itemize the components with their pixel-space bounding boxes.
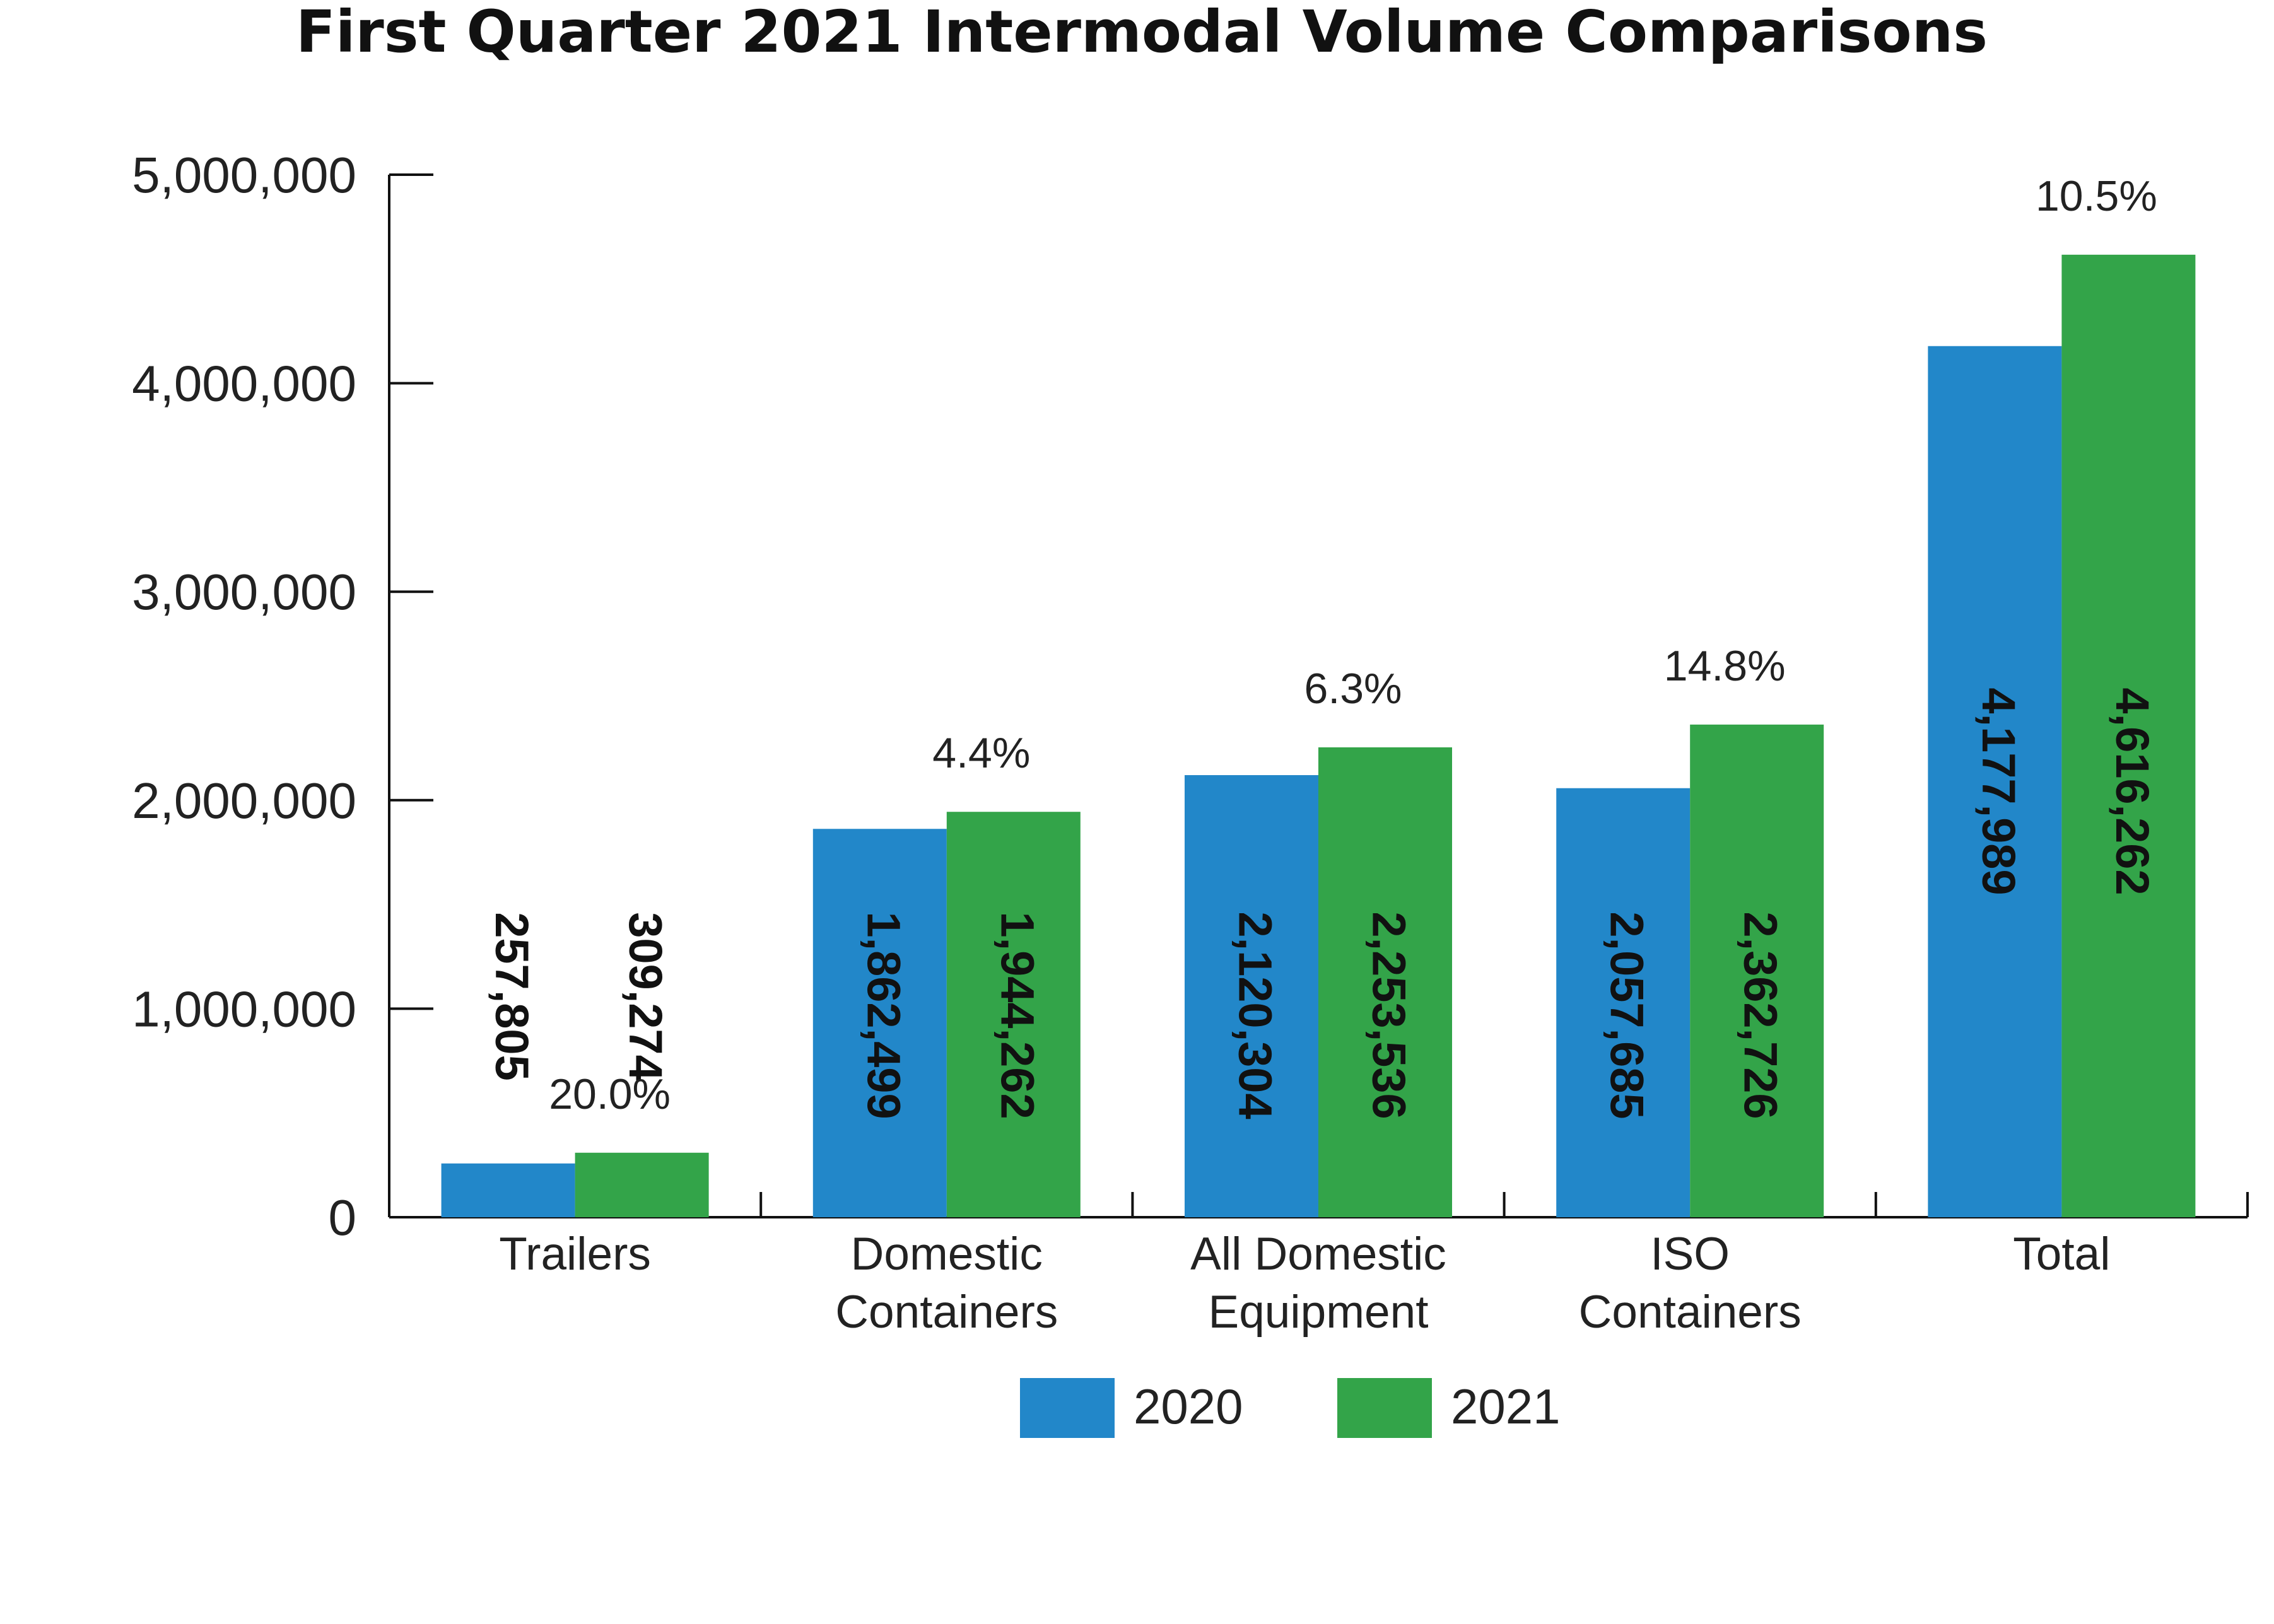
bar-2021 bbox=[1318, 747, 1452, 1217]
legend-label-2020: 2020 bbox=[1134, 1379, 1243, 1434]
chart-title: First Quarter 2021 Intermodal Volume Com… bbox=[296, 0, 1988, 66]
percent-change-label: 4.4% bbox=[932, 729, 1030, 777]
bar-2021 bbox=[1690, 724, 1824, 1217]
bar-2020 bbox=[1185, 775, 1318, 1217]
percent-change-label: 20.0% bbox=[549, 1070, 671, 1118]
data-label-2020: 2,057,685 bbox=[1601, 911, 1653, 1119]
bar-2020 bbox=[441, 1163, 575, 1217]
data-label-2020: 257,805 bbox=[486, 912, 538, 1081]
legend-swatch-2020 bbox=[1020, 1378, 1115, 1438]
x-tick-label: Containers bbox=[835, 1287, 1058, 1338]
percent-change-label: 6.3% bbox=[1304, 665, 1402, 713]
data-label-2020: 1,862,499 bbox=[857, 911, 910, 1119]
bar-2020 bbox=[812, 829, 947, 1217]
x-tick-label: Total bbox=[2013, 1229, 2110, 1280]
data-label-2021: 309,274 bbox=[619, 912, 672, 1081]
legend-swatch-2021 bbox=[1337, 1378, 1432, 1438]
legend: 2020 2021 bbox=[1020, 1378, 1561, 1438]
bar-2021 bbox=[2061, 254, 2196, 1217]
data-label-2020: 4,177,989 bbox=[1972, 687, 2025, 895]
legend-label-2021: 2021 bbox=[1451, 1379, 1561, 1434]
y-tick-label: 2,000,000 bbox=[132, 773, 356, 829]
y-tick-label: 5,000,000 bbox=[132, 147, 356, 203]
bar-2021 bbox=[946, 812, 1081, 1217]
percent-change-label: 10.5% bbox=[2036, 172, 2157, 220]
data-label-2021: 4,616,262 bbox=[2106, 687, 2159, 895]
percent-change-label: 14.8% bbox=[1664, 642, 1786, 690]
x-tick-label: Domestic bbox=[851, 1229, 1043, 1280]
x-tick-label: Equipment bbox=[1209, 1287, 1429, 1338]
x-tick-label: Trailers bbox=[499, 1229, 651, 1280]
x-tick-label: Containers bbox=[1579, 1287, 1802, 1338]
data-label-2021: 2,362,726 bbox=[1735, 911, 1787, 1119]
data-label-2021: 2,253,536 bbox=[1363, 911, 1415, 1119]
bars bbox=[441, 254, 2196, 1217]
x-tick-label: ISO bbox=[1650, 1229, 1730, 1280]
y-tick-label: 1,000,000 bbox=[132, 981, 356, 1037]
x-tick-label: All Domestic bbox=[1190, 1229, 1446, 1280]
data-label-2020: 2,120,304 bbox=[1229, 911, 1281, 1119]
data-label-2021: 1,944,262 bbox=[991, 911, 1043, 1119]
bar-2021 bbox=[575, 1152, 709, 1217]
y-tick-label: 3,000,000 bbox=[132, 564, 356, 620]
axes: 0 1,000,000 2,000,000 3,000,000 4,000,000 5,0… bbox=[132, 147, 2249, 1246]
y-tick-label: 4,000,000 bbox=[132, 356, 356, 412]
bar-2020 bbox=[1556, 788, 1691, 1217]
bar-2020 bbox=[1928, 346, 2062, 1217]
y-tick-label: 0 bbox=[329, 1189, 357, 1246]
